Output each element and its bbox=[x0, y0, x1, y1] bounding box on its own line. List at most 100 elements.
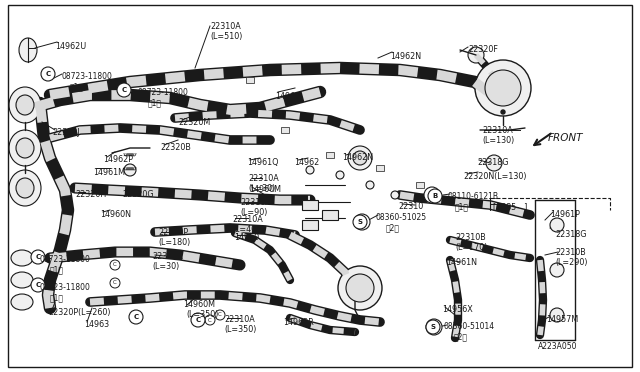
Circle shape bbox=[31, 278, 45, 292]
Text: FRONT: FRONT bbox=[548, 133, 584, 143]
Circle shape bbox=[468, 47, 484, 63]
Ellipse shape bbox=[11, 294, 33, 310]
Text: 14961M: 14961M bbox=[93, 168, 125, 177]
Text: 22318G: 22318G bbox=[555, 230, 586, 239]
Text: C: C bbox=[35, 254, 40, 260]
Text: 14962R: 14962R bbox=[283, 318, 314, 327]
Text: 14962U: 14962U bbox=[55, 42, 86, 51]
Text: 22320N(L=130): 22320N(L=130) bbox=[463, 172, 527, 181]
Text: (L=170): (L=170) bbox=[455, 243, 488, 252]
Text: 14960M: 14960M bbox=[183, 300, 215, 309]
Circle shape bbox=[205, 315, 215, 325]
Bar bbox=[322, 210, 338, 220]
Bar bbox=[302, 200, 318, 210]
Text: 14957M: 14957M bbox=[546, 315, 579, 324]
Text: （1）: （1） bbox=[50, 293, 64, 302]
Text: (L=30): (L=30) bbox=[248, 184, 275, 193]
Text: 22310A: 22310A bbox=[224, 315, 255, 324]
Circle shape bbox=[336, 171, 344, 179]
Circle shape bbox=[391, 191, 399, 199]
Text: (L=510): (L=510) bbox=[210, 32, 243, 41]
Text: (L=290): (L=290) bbox=[555, 258, 588, 267]
Text: C: C bbox=[113, 280, 117, 285]
Circle shape bbox=[110, 260, 120, 270]
Text: C: C bbox=[35, 282, 40, 288]
Text: 14956X: 14956X bbox=[442, 305, 473, 314]
Bar bbox=[281, 127, 289, 133]
Text: （1）: （1） bbox=[455, 202, 469, 211]
Text: 14961N: 14961N bbox=[446, 258, 477, 267]
Text: 22320M: 22320M bbox=[178, 118, 211, 127]
Text: 22310A: 22310A bbox=[232, 215, 263, 224]
Circle shape bbox=[424, 187, 440, 203]
Bar bbox=[246, 77, 254, 83]
Circle shape bbox=[366, 181, 374, 189]
Circle shape bbox=[426, 319, 442, 335]
Ellipse shape bbox=[19, 38, 37, 62]
Circle shape bbox=[129, 310, 143, 324]
Text: S: S bbox=[431, 324, 435, 330]
Text: 22320P: 22320P bbox=[158, 228, 188, 237]
Text: 22310: 22310 bbox=[398, 202, 423, 211]
Circle shape bbox=[215, 310, 225, 320]
Text: （2）: （2） bbox=[454, 332, 468, 341]
Text: S: S bbox=[360, 219, 364, 225]
Text: B: B bbox=[433, 193, 438, 199]
Text: 14960M: 14960M bbox=[249, 185, 281, 194]
Text: 22310B: 22310B bbox=[555, 248, 586, 257]
Text: C: C bbox=[122, 87, 127, 93]
Text: （1）: （1） bbox=[148, 98, 162, 107]
Text: 14961Q: 14961Q bbox=[247, 158, 278, 167]
Text: 08723-11800: 08723-11800 bbox=[40, 255, 91, 264]
Circle shape bbox=[354, 214, 370, 230]
Text: C: C bbox=[133, 314, 139, 320]
Circle shape bbox=[348, 146, 372, 170]
Circle shape bbox=[346, 274, 374, 302]
Text: 22318G: 22318G bbox=[477, 158, 509, 167]
Bar bbox=[376, 165, 384, 171]
Circle shape bbox=[124, 164, 136, 176]
Ellipse shape bbox=[11, 250, 33, 266]
Circle shape bbox=[353, 215, 367, 229]
Circle shape bbox=[501, 110, 505, 114]
Text: A223A050: A223A050 bbox=[538, 342, 577, 351]
Text: C: C bbox=[113, 263, 117, 267]
Text: 08110-6121B: 08110-6121B bbox=[447, 192, 498, 201]
Bar bbox=[302, 220, 318, 230]
Text: C: C bbox=[208, 317, 212, 323]
Text: （1）: （1） bbox=[50, 265, 64, 274]
Circle shape bbox=[338, 266, 382, 310]
Text: (L=350): (L=350) bbox=[186, 310, 218, 319]
Text: 14962: 14962 bbox=[294, 158, 319, 167]
Text: 08360-51014: 08360-51014 bbox=[444, 322, 495, 331]
Ellipse shape bbox=[9, 170, 41, 206]
Ellipse shape bbox=[11, 272, 33, 288]
Text: S: S bbox=[432, 324, 436, 330]
Text: C: C bbox=[195, 317, 200, 323]
Ellipse shape bbox=[16, 138, 34, 158]
Circle shape bbox=[426, 320, 440, 334]
Text: 14960N: 14960N bbox=[100, 210, 131, 219]
Circle shape bbox=[550, 308, 564, 322]
Text: 22320B: 22320B bbox=[160, 143, 191, 152]
Text: 22310B: 22310B bbox=[455, 233, 486, 242]
Text: (L=130): (L=130) bbox=[482, 136, 515, 145]
Text: 22320P(L=260): 22320P(L=260) bbox=[48, 308, 111, 317]
Text: 22310A: 22310A bbox=[240, 198, 271, 207]
Circle shape bbox=[550, 263, 564, 277]
Circle shape bbox=[191, 313, 205, 327]
Ellipse shape bbox=[16, 95, 34, 115]
Bar bbox=[326, 152, 334, 158]
Text: B: B bbox=[429, 192, 435, 198]
Circle shape bbox=[550, 218, 564, 232]
Text: 08723-11800: 08723-11800 bbox=[138, 88, 189, 97]
Text: 08723-11800: 08723-11800 bbox=[40, 283, 91, 292]
Text: 08723-11800: 08723-11800 bbox=[62, 72, 113, 81]
Circle shape bbox=[41, 67, 55, 81]
Text: 14962P: 14962P bbox=[103, 155, 133, 164]
Text: 14960: 14960 bbox=[234, 233, 259, 242]
Ellipse shape bbox=[16, 178, 34, 198]
Text: (L=90): (L=90) bbox=[240, 208, 268, 217]
Text: [0885-  ]: [0885- ] bbox=[493, 202, 527, 211]
Text: 22310A: 22310A bbox=[210, 22, 241, 31]
